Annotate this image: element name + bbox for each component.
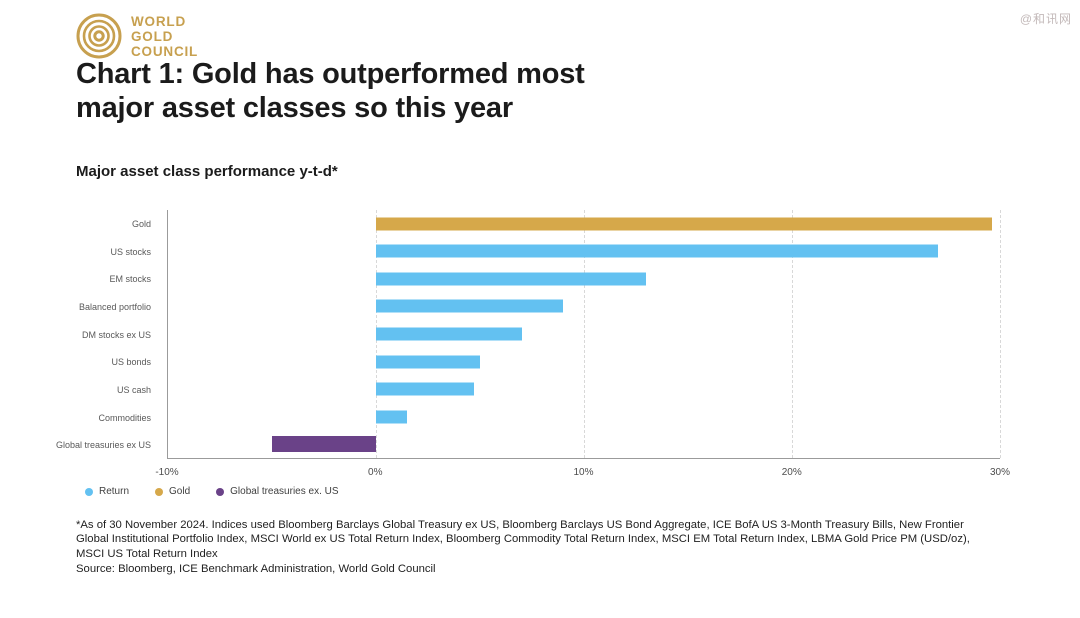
y-axis-label: Commodities	[98, 412, 151, 423]
bar-chart: Gold US stocks EM stocks Balanced portfolio…	[0, 210, 1080, 520]
legend-item: Gold	[155, 486, 190, 497]
bar-row	[168, 431, 1000, 459]
bar-global-treasuries-ex-us	[272, 436, 376, 453]
wgc-wordmark-line1: WORLD	[131, 13, 186, 29]
bar-row	[168, 375, 1000, 403]
y-axis-label: US bonds	[111, 357, 151, 368]
footnote-source: Source: Bloomberg, ICE Benchmark Adminis…	[76, 563, 436, 576]
wgc-wordmark-line3: COUNCIL	[131, 43, 199, 59]
legend-item: Global treasuries ex. US	[216, 486, 339, 497]
bar-row	[168, 320, 1000, 348]
bar-row	[168, 293, 1000, 321]
chart-title: Chart 1: Gold has outperformed most majo…	[76, 57, 585, 125]
x-axis-tick: 20%	[781, 467, 802, 478]
y-axis-label: DM stocks ex US	[81, 329, 151, 340]
bar-row	[168, 210, 1000, 238]
legend-label: Global treasuries ex. US	[230, 486, 339, 497]
legend-item: Return	[85, 486, 129, 497]
chart-subtitle: Major asset class performance y-t-d*	[76, 163, 338, 180]
legend-label: Return	[99, 486, 130, 497]
x-axis-tick: 10%	[573, 467, 594, 478]
x-axis-tick: 0%	[368, 467, 383, 478]
footnote: *As of 30 November 2024. Indices used Bl…	[76, 518, 988, 577]
bar-us-cash	[376, 382, 474, 396]
bar-us-bonds	[376, 355, 480, 369]
x-axis-tick: -10%	[155, 467, 179, 478]
y-axis-label: Gold	[131, 218, 151, 229]
y-axis-labels: Gold US stocks EM stocks Balanced portfolio…	[0, 210, 159, 459]
chart-title-line2: major asset classes so this year	[76, 92, 513, 124]
chart-title-line1: Chart 1: Gold has outperformed most	[76, 58, 585, 90]
bar-balanced-portfolio	[376, 299, 564, 313]
wgc-logo: WORLD GOLD COUNCIL	[75, 12, 198, 60]
y-axis-label: EM stocks	[109, 274, 151, 285]
wgc-wordmark-line2: GOLD	[131, 28, 174, 44]
gridline	[792, 210, 793, 458]
y-axis-label: US stocks	[110, 246, 151, 257]
bar-gold	[376, 217, 992, 231]
wgc-wordmark: WORLD GOLD COUNCIL	[131, 14, 198, 59]
y-axis-label: Balanced portfolio	[78, 301, 151, 312]
x-axis-tick: 30%	[989, 467, 1011, 478]
legend-dot-icon	[216, 487, 225, 496]
bar-row	[168, 265, 1000, 293]
site-watermark: @和讯网	[1019, 12, 1072, 26]
x-axis-labels: -10% 0% 10% 20% 30%	[0, 467, 1080, 481]
bar-us-stocks	[376, 244, 938, 258]
legend: Return Gold Global treasuries ex. US	[85, 486, 339, 497]
bar-row	[168, 348, 1000, 376]
legend-dot-icon	[85, 487, 93, 496]
bar-dm-stocks-ex-us	[376, 327, 522, 341]
footnote-text: *As of 30 November 2024. Indices used Bl…	[76, 519, 970, 560]
bar-em-stocks	[376, 272, 647, 286]
legend-dot-icon	[155, 487, 164, 496]
y-axis-label: Global treasuries ex US	[55, 440, 151, 451]
plot-area	[167, 210, 1001, 459]
legend-label: Gold	[169, 486, 191, 497]
y-axis-label: US cash	[116, 384, 151, 395]
gridline	[1000, 210, 1001, 458]
bar-row	[168, 403, 1000, 431]
bar-row	[168, 238, 1000, 266]
bar-commodities	[376, 410, 408, 424]
wgc-rings-icon	[76, 13, 122, 59]
gridline	[584, 210, 585, 458]
